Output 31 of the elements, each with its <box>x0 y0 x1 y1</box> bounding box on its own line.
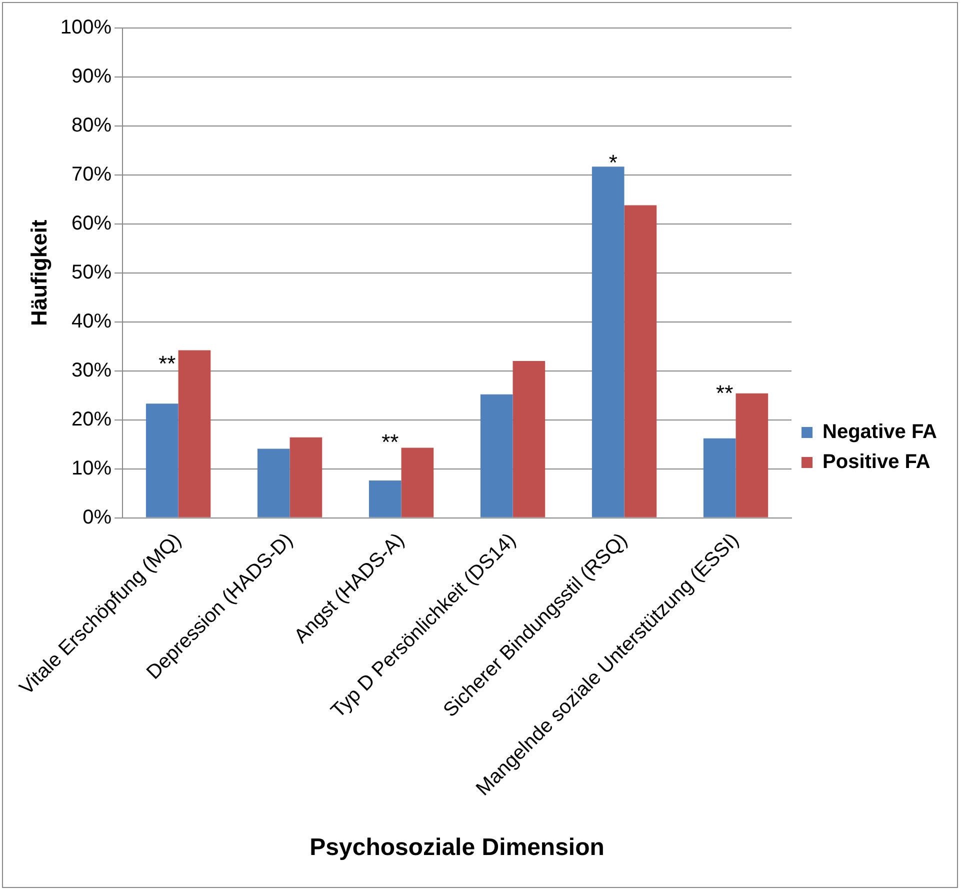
legend-label: Positive FA <box>822 451 930 474</box>
y-tick-label: 60% <box>72 212 112 234</box>
bar <box>624 205 657 518</box>
bar <box>290 437 322 518</box>
y-tick-label: 50% <box>72 261 112 284</box>
y-tick-label: 40% <box>72 310 112 332</box>
bar <box>592 166 624 518</box>
bar <box>401 448 434 518</box>
y-tick-label: 90% <box>72 65 112 88</box>
y-tick-label: 80% <box>72 114 112 136</box>
bar <box>368 480 402 518</box>
bar <box>257 448 290 518</box>
y-tick-label: 70% <box>72 163 112 186</box>
annotation: ** <box>382 429 400 454</box>
bar <box>512 361 546 518</box>
legend-label: Negative FA <box>822 421 937 444</box>
bar <box>146 404 178 518</box>
bar <box>703 438 736 518</box>
annotation: ** <box>716 380 734 406</box>
bar <box>736 393 768 518</box>
y-axis-title: Häufigkeit <box>26 219 52 326</box>
annotation: * <box>608 150 618 176</box>
x-axis-title: Psychosoziale Dimension <box>310 834 604 862</box>
y-tick-label: 0% <box>82 506 112 528</box>
bar <box>178 350 211 518</box>
bar <box>480 394 513 518</box>
annotation: ** <box>158 350 176 376</box>
y-tick-label: 100% <box>60 16 112 39</box>
y-tick-label: 20% <box>72 408 112 430</box>
y-tick-label: 30% <box>72 359 112 382</box>
y-tick-label: 10% <box>72 457 112 480</box>
